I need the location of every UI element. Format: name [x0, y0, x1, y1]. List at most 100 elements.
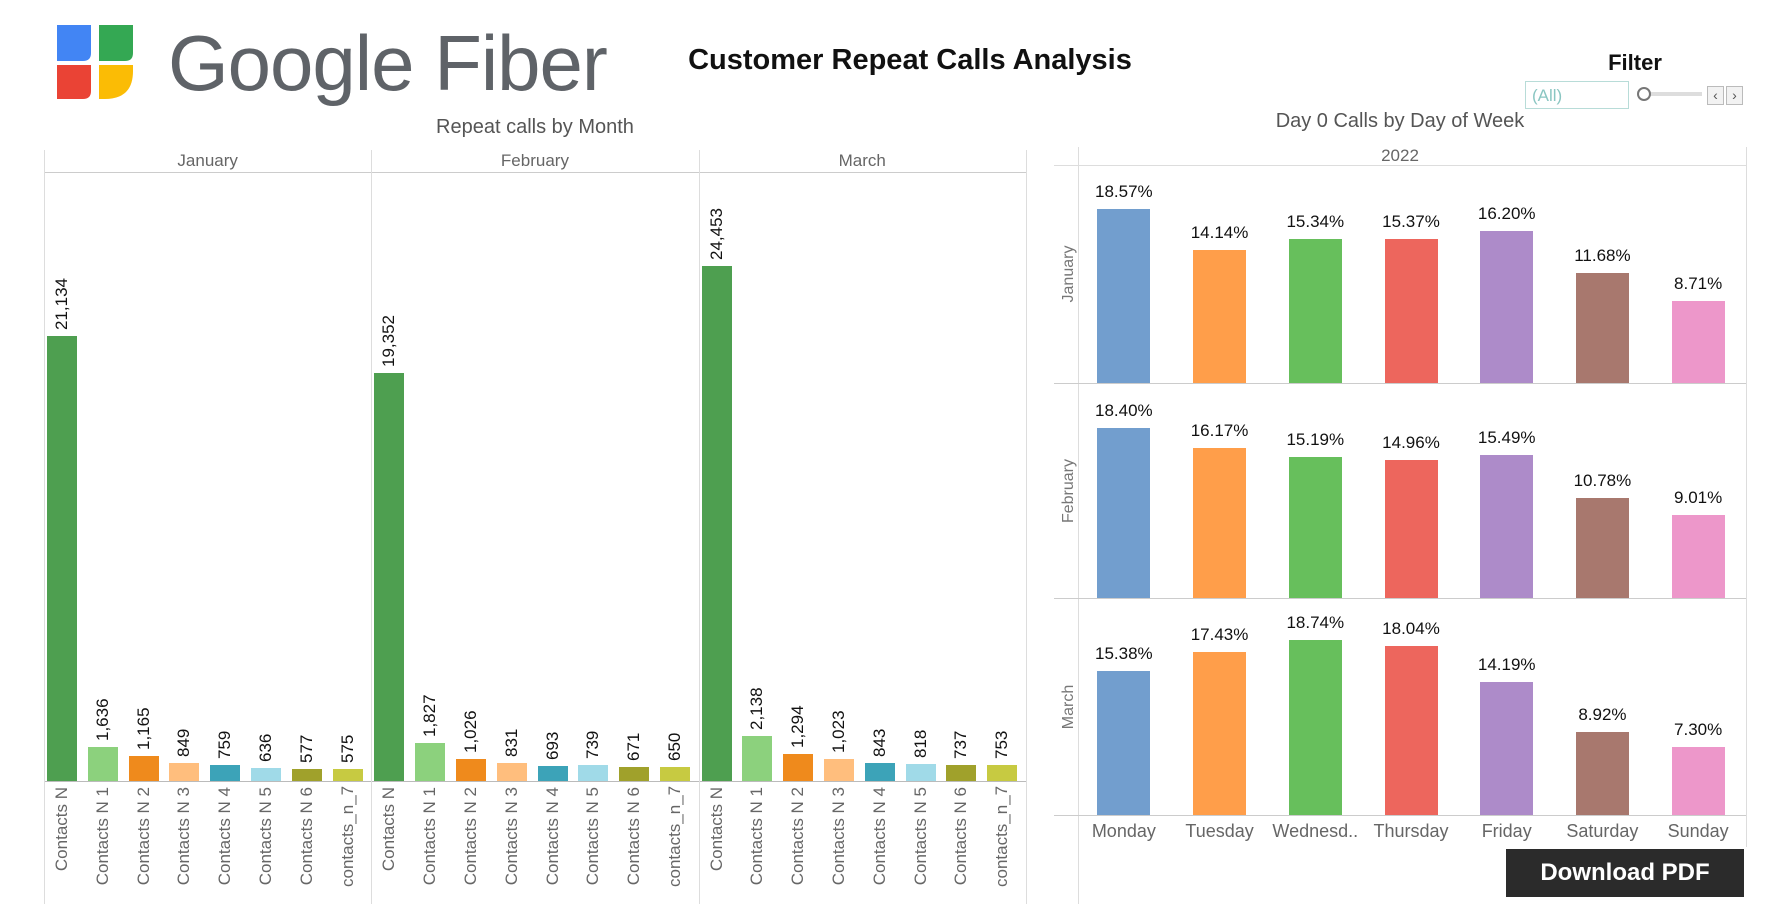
bar	[1671, 746, 1725, 815]
data-label: 1,023	[829, 710, 848, 754]
data-label: 14.14%	[1190, 223, 1249, 243]
data-label: 636	[256, 733, 275, 762]
x-tick-label: Contacts N 5	[910, 787, 930, 886]
data-label: 16.17%	[1190, 421, 1249, 441]
x-tick-label: Friday	[1481, 821, 1532, 841]
panel-divider	[371, 150, 373, 904]
bar	[332, 768, 363, 781]
row-divider	[1054, 815, 1746, 816]
logo-mark-icon	[57, 25, 133, 99]
filter-slider-handle[interactable]	[1637, 87, 1651, 101]
bar	[1575, 731, 1629, 815]
data-label: 8.92%	[1578, 704, 1627, 724]
filter-label: Filter	[1608, 50, 1662, 75]
bar	[1575, 273, 1629, 383]
data-label: 15.37%	[1382, 211, 1440, 231]
panel-header-divider	[44, 172, 1026, 173]
data-label: 737	[951, 731, 971, 760]
bar	[1097, 208, 1151, 383]
bar	[291, 768, 322, 781]
bar	[578, 765, 609, 781]
x-axis-line	[44, 781, 1026, 782]
data-label: 818	[910, 729, 930, 758]
x-tick-label: Contacts N 6	[624, 787, 644, 886]
data-label: 9.01%	[1674, 487, 1723, 507]
bar	[1193, 448, 1247, 598]
chevron-right-icon[interactable]: ›	[1726, 86, 1743, 105]
bar	[701, 265, 732, 781]
bar	[1097, 427, 1151, 598]
data-label: 10.78%	[1573, 471, 1632, 491]
bar	[1097, 671, 1151, 815]
data-label: 7.30%	[1674, 719, 1723, 739]
x-tick-label: Contacts N 4	[869, 787, 889, 886]
bar	[251, 767, 281, 781]
download-pdf-button[interactable]: Download PDF	[1506, 849, 1744, 897]
bar	[415, 742, 446, 781]
x-tick-label: contacts_n_7	[664, 785, 684, 887]
x-tick-label: Contacts N	[706, 787, 726, 872]
data-label: 14.96%	[1382, 432, 1440, 452]
filter-slider-track[interactable]	[1640, 92, 1702, 96]
dashboard-title: Customer Repeat Calls Analysis	[688, 44, 1132, 76]
x-tick-label: Contacts N 6	[296, 787, 316, 886]
right-chart-title: Day 0 Calls by Day of Week	[1275, 110, 1525, 132]
x-tick-label: Contacts N 4	[542, 787, 562, 886]
bar	[128, 756, 159, 781]
x-tick-label: Contacts N	[379, 787, 399, 872]
left-chart-title: Repeat calls by Month	[436, 116, 634, 138]
x-tick-label: Contacts N 2	[788, 787, 808, 886]
x-tick-label: Monday	[1091, 821, 1156, 841]
data-label: 14.19%	[1477, 655, 1536, 675]
bar	[1288, 239, 1342, 383]
bar	[1480, 454, 1534, 598]
bar	[1384, 238, 1438, 383]
data-label: 671	[624, 732, 644, 761]
bar	[905, 763, 936, 781]
bar	[824, 759, 854, 781]
data-label: 831	[501, 729, 521, 758]
data-label: 739	[583, 731, 603, 760]
row-divider	[1054, 383, 1746, 384]
bar	[946, 765, 977, 781]
data-label: 1,026	[460, 710, 480, 754]
bar	[1384, 459, 1438, 598]
bar	[1671, 514, 1725, 598]
x-tick-label: contacts_n_7	[992, 785, 1012, 887]
data-label: 15.34%	[1286, 212, 1345, 232]
data-label: 11.68%	[1574, 246, 1631, 266]
data-label: 15.19%	[1286, 430, 1345, 450]
bar	[1575, 498, 1629, 598]
data-label: 18.04%	[1382, 619, 1440, 639]
bar	[374, 373, 405, 781]
bar	[47, 335, 77, 781]
x-tick-label: Contacts N 1	[420, 787, 440, 886]
bar	[87, 746, 118, 781]
panel-divider	[698, 150, 700, 904]
bar	[455, 759, 486, 781]
x-tick-label: Contacts N 3	[829, 787, 848, 886]
row-label-february: February	[1060, 458, 1077, 523]
panel-header-february: February	[500, 151, 569, 170]
panel-header-january: January	[177, 151, 238, 170]
column-header-2022: 2022	[1381, 146, 1419, 165]
data-label: 16.20%	[1477, 203, 1536, 223]
data-label: 1,294	[788, 705, 808, 748]
panel-divider	[1025, 150, 1027, 904]
bar	[1480, 682, 1534, 815]
filter-dropdown[interactable]: (All)	[1525, 81, 1629, 109]
data-label: 15.49%	[1477, 427, 1536, 447]
data-label: 577	[296, 734, 316, 763]
x-tick-label: Contacts N 6	[951, 787, 971, 886]
x-tick-label: Contacts N 1	[747, 787, 767, 886]
data-label: 753	[992, 730, 1012, 760]
bar	[783, 753, 814, 781]
data-label: 843	[869, 728, 889, 758]
bar	[496, 763, 527, 781]
google-fiber-logo	[55, 23, 135, 101]
right-border	[1746, 147, 1747, 847]
x-tick-label: Contacts N 3	[174, 787, 194, 886]
chevron-left-icon[interactable]: ‹	[1707, 86, 1724, 105]
bar	[1671, 301, 1725, 383]
x-tick-label: Sunday	[1667, 821, 1729, 841]
